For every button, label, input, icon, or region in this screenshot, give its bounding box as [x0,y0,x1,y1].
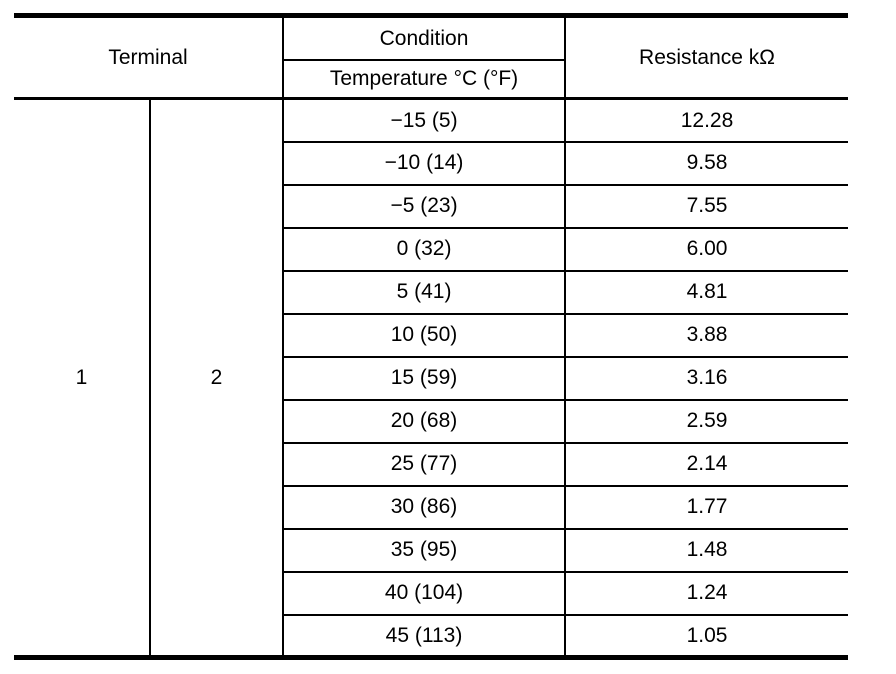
resistance-cell: 3.88 [565,313,849,358]
resistance-header: Resistance kΩ [565,15,849,100]
header-row-1: Terminal Condition Resistance kΩ [14,15,849,100]
temperature-cell: 40 (104) [283,571,567,616]
table-row: 1 2 −15 (5) 12.28 [14,98,849,658]
resistance-cell: 2.14 [565,442,849,487]
table-row: 5 (41) 4.81 [14,270,849,315]
table-row: 30 (86) 1.77 [14,485,849,530]
terminal-header: Terminal [14,15,285,100]
temperature-cell: 0 (32) [283,227,567,272]
resistance-cell: 3.16 [565,356,849,401]
temperature-cell: 45 (113) [283,614,567,658]
resistance-cell: 1.24 [565,571,849,616]
table-row: 20 (68) 2.59 [14,399,849,444]
resistance-cell: 9.58 [565,141,849,186]
table-row: 40 (104) 1.24 [14,571,849,616]
resistance-cell: 6.00 [565,227,849,272]
temperature-cell: 10 (50) [283,313,567,358]
temperature-cell: −15 (5) [283,98,567,143]
resistance-cell: 1.77 [565,485,849,530]
resistance-table: Terminal Condition Resistance kΩ Tempera… [14,13,849,660]
temperature-cell: 25 (77) [283,442,567,487]
temperature-cell: 5 (41) [283,270,567,315]
table-row: 45 (113) 1.05 [14,614,848,658]
resistance-cell: 4.81 [565,270,849,315]
table-row: 15 (59) 3.16 [14,356,849,401]
temperature-cell: 20 (68) [283,399,567,444]
resistance-cell: 12.28 [565,98,849,143]
table-row: 10 (50) 3.88 [14,313,849,358]
temperature-cell: 30 (86) [283,485,567,530]
table-row: 35 (95) 1.48 [14,528,849,573]
terminal-1-cell: 1 [14,98,151,658]
temperature-cell: −10 (14) [283,141,567,186]
table-row: 25 (77) 2.14 [14,442,849,487]
temperature-header: Temperature °C (°F) [283,59,567,100]
table-row: 0 (32) 6.00 [14,227,849,272]
resistance-cell: 1.48 [565,528,849,573]
temperature-cell: −5 (23) [283,184,567,229]
table-row: −5 (23) 7.55 [14,184,849,229]
temperature-cell: 15 (59) [283,356,567,401]
terminal-2-cell: 2 [150,98,285,658]
temperature-cell: 35 (95) [283,528,567,573]
resistance-cell: 2.59 [565,399,849,444]
resistance-cell: 7.55 [565,184,849,229]
table-row: −10 (14) 9.58 [14,141,849,186]
resistance-cell: 1.05 [686,623,728,647]
condition-header: Condition [283,15,567,61]
header-row-2: Temperature °C (°F) [14,59,848,100]
